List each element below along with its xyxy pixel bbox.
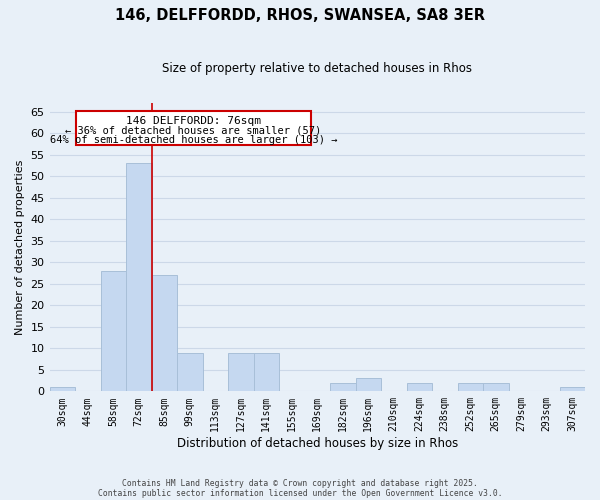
Text: ← 36% of detached houses are smaller (57): ← 36% of detached houses are smaller (57…	[65, 126, 322, 136]
Bar	[152, 275, 177, 392]
Bar	[177, 352, 203, 392]
Bar	[483, 382, 509, 392]
FancyBboxPatch shape	[76, 111, 311, 145]
Bar	[254, 352, 279, 392]
Bar	[126, 164, 152, 392]
Bar	[50, 387, 75, 392]
Text: 64% of semi-detached houses are larger (103) →: 64% of semi-detached houses are larger (…	[50, 136, 337, 145]
Title: Size of property relative to detached houses in Rhos: Size of property relative to detached ho…	[162, 62, 472, 76]
Text: 146 DELFFORDD: 76sqm: 146 DELFFORDD: 76sqm	[126, 116, 261, 126]
Text: 146, DELFFORDD, RHOS, SWANSEA, SA8 3ER: 146, DELFFORDD, RHOS, SWANSEA, SA8 3ER	[115, 8, 485, 22]
Bar	[356, 378, 381, 392]
Bar	[560, 387, 585, 392]
Bar	[228, 352, 254, 392]
Y-axis label: Number of detached properties: Number of detached properties	[15, 160, 25, 335]
Bar	[101, 271, 126, 392]
Bar	[407, 382, 432, 392]
Bar	[330, 382, 356, 392]
X-axis label: Distribution of detached houses by size in Rhos: Distribution of detached houses by size …	[176, 437, 458, 450]
Text: Contains HM Land Registry data © Crown copyright and database right 2025.: Contains HM Land Registry data © Crown c…	[122, 478, 478, 488]
Bar	[458, 382, 483, 392]
Text: Contains public sector information licensed under the Open Government Licence v3: Contains public sector information licen…	[98, 488, 502, 498]
